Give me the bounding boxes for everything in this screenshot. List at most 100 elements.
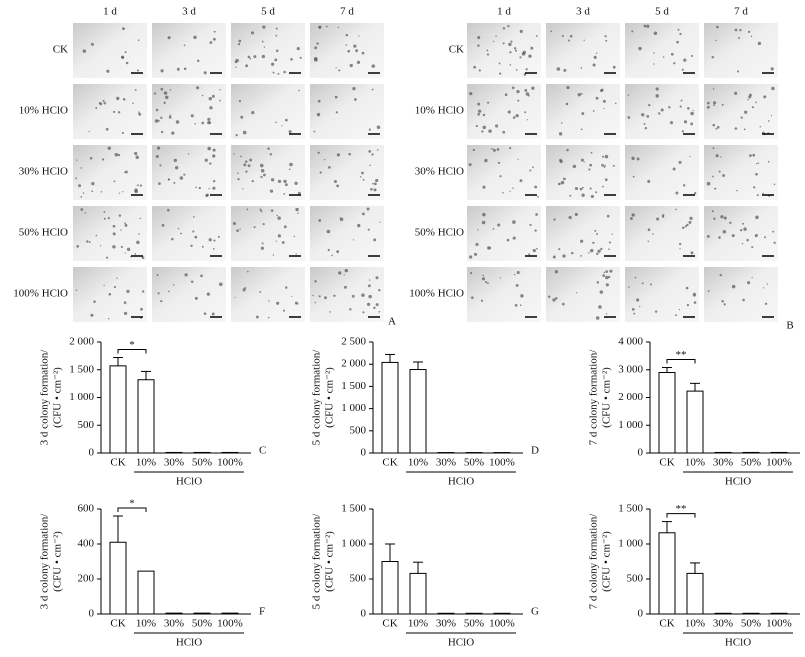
y-axis-label: (CFU • cm⁻²): [324, 367, 336, 428]
colony-dot: [343, 285, 347, 289]
colony-dot: [756, 162, 758, 165]
colony-dot: [318, 295, 321, 298]
colony-dot: [267, 316, 270, 319]
colony-dot: [366, 207, 370, 211]
colony-dot: [639, 305, 641, 308]
colony-dot: [721, 103, 724, 106]
colony-dot: [78, 184, 82, 188]
colony-dot: [285, 118, 288, 122]
colony-dot: [561, 34, 564, 38]
y-tick-label: 1 500: [618, 503, 643, 515]
colony-dot: [504, 93, 508, 97]
colony-dot: [294, 181, 298, 185]
colony-dot: [371, 153, 374, 156]
bar: [221, 451, 239, 454]
micrograph: [704, 84, 778, 139]
colony-dot: [154, 119, 159, 123]
colony-dot: [362, 178, 365, 181]
row-label: CK: [53, 44, 68, 56]
colony-dot: [195, 186, 197, 189]
colony-dot: [136, 69, 140, 72]
colony-dot: [339, 217, 344, 222]
colony-dot: [379, 221, 381, 223]
colony-dot: [88, 130, 90, 133]
colony-dot: [183, 67, 187, 71]
micrograph: [546, 206, 620, 261]
colony-dot: [288, 168, 291, 171]
colony-dot: [269, 189, 274, 193]
colony-dot: [592, 110, 595, 112]
x-tick-label: 50%: [464, 457, 484, 469]
colony-dot: [201, 121, 205, 125]
colony-dot: [139, 184, 142, 187]
colony-dot: [482, 212, 486, 217]
colony-dot: [529, 169, 532, 172]
colony-dot: [581, 112, 585, 116]
colony-dot: [656, 217, 660, 221]
colony-dot: [243, 163, 247, 167]
colony-dot: [270, 178, 275, 182]
colony-dot: [653, 52, 655, 54]
colony-dot: [168, 116, 172, 119]
colony-dot: [124, 51, 127, 54]
colony-dot: [375, 303, 379, 307]
colony-dot: [324, 296, 327, 300]
colony-dot: [117, 111, 121, 114]
colony-dot: [747, 98, 749, 101]
colony-dot: [169, 114, 172, 117]
colony-dot: [194, 123, 196, 125]
colony-dot: [569, 194, 572, 197]
colony-dot: [679, 105, 682, 108]
colony-dot: [756, 194, 759, 197]
colony-dot: [212, 154, 216, 158]
colony-dot: [369, 164, 371, 167]
bar: [409, 572, 427, 615]
colony-dot: [477, 229, 479, 231]
colony-dot: [497, 161, 501, 164]
colony-dot: [121, 56, 125, 59]
colony-dot: [604, 154, 609, 159]
colony-dot: [713, 104, 715, 107]
micrograph: [310, 23, 384, 78]
colony-dot: [140, 307, 143, 311]
y-tick-label: 0: [361, 608, 367, 620]
colony-dot: [515, 114, 519, 118]
colony-dot: [122, 191, 124, 193]
colony-dot: [712, 147, 715, 150]
colony-dot: [212, 37, 216, 41]
colony-dot: [589, 187, 592, 190]
panel-letter: A: [388, 316, 396, 328]
colony-dot: [373, 188, 377, 192]
bar: [686, 390, 704, 454]
significance-bracket: [117, 507, 147, 512]
colony-dot: [251, 179, 254, 183]
colony-dot: [723, 216, 727, 220]
bar: [409, 369, 427, 454]
colony-dot: [598, 305, 602, 309]
colony-dot: [203, 312, 207, 315]
colony-dot: [336, 250, 340, 254]
colony-dot: [680, 99, 683, 102]
colony-dot: [764, 302, 768, 305]
micrograph: [231, 267, 305, 322]
colony-dot: [492, 228, 495, 230]
colony-dot: [247, 55, 251, 59]
colony-dot: [155, 154, 159, 158]
colony-dot: [759, 126, 762, 128]
column-label: 3 d: [576, 6, 590, 18]
colony-dot: [507, 110, 511, 114]
bar: [381, 561, 399, 615]
colony-dot: [183, 173, 186, 176]
colony-dot: [80, 208, 84, 211]
colony-dot: [487, 246, 491, 250]
micrograph: [546, 145, 620, 200]
colony-dot: [361, 171, 364, 175]
column-label: 1 d: [103, 6, 117, 18]
colony-dot: [235, 134, 238, 137]
colony-dot: [655, 94, 659, 98]
colony-dot: [652, 233, 654, 235]
colony-dot: [196, 86, 200, 90]
colony-dot: [165, 95, 169, 100]
colony-dot: [167, 208, 170, 212]
y-tick-label: 200: [78, 573, 95, 585]
